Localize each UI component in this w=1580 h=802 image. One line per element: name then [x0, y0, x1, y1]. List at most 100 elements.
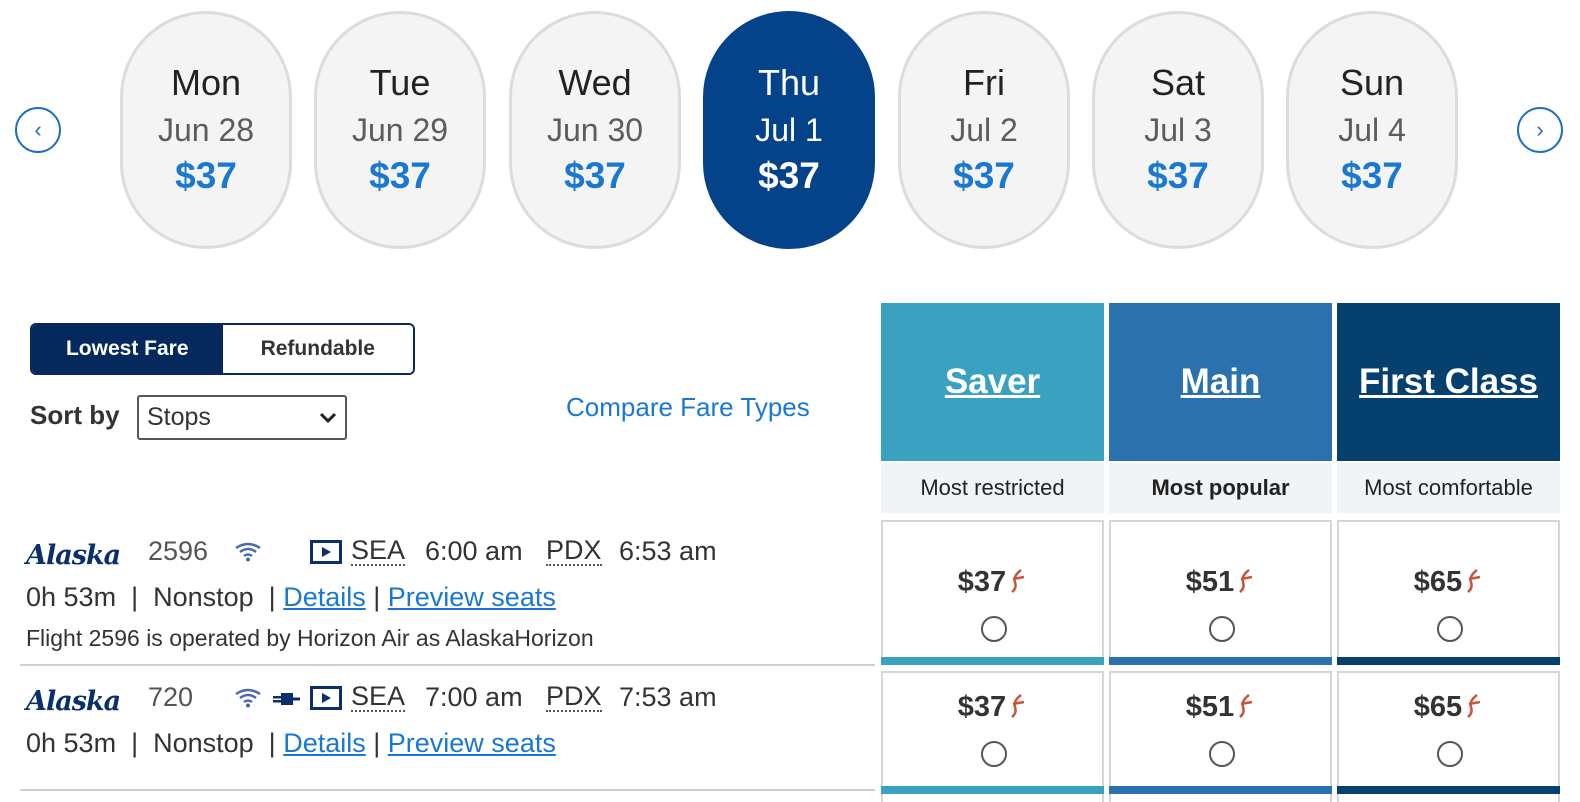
- fare-color-bar: [1109, 786, 1332, 794]
- fare-option-saver[interactable]: $37: [881, 520, 1104, 665]
- date-label: Jun 30: [546, 112, 644, 148]
- operator-note: Flight 2596 is operated by Horizon Air a…: [26, 625, 594, 651]
- date-weekday: Fri: [963, 62, 1005, 103]
- fare-option-first-class[interactable]: $65: [1337, 671, 1560, 802]
- arrival-time: 6:53 am: [619, 536, 717, 566]
- fare-price: $51: [1185, 691, 1235, 723]
- lowest-fare-tab[interactable]: Lowest Fare: [32, 325, 223, 373]
- date-label: Jun 29: [351, 112, 449, 148]
- date-option-jul-4[interactable]: Sun Jul 4 $37: [1286, 11, 1458, 249]
- date-label: Jun 28: [157, 112, 255, 148]
- date-label: Jul 2: [950, 112, 1018, 148]
- refundable-tab[interactable]: Refundable: [222, 325, 413, 373]
- date-price: $37: [564, 155, 626, 196]
- date-weekday: Thu: [757, 62, 821, 103]
- chevron-right-icon: ›: [1536, 117, 1544, 142]
- fare-radio[interactable]: [981, 616, 1007, 642]
- fare-color-bar: [881, 786, 1104, 794]
- date-option-jun-28[interactable]: Mon Jun 28 $37: [120, 11, 292, 249]
- sort-select[interactable]: Stops: [137, 395, 347, 440]
- fare-radio[interactable]: [1437, 616, 1463, 642]
- compare-fare-types-link[interactable]: Compare Fare Types: [566, 392, 810, 422]
- date-weekday: Mon: [170, 62, 242, 103]
- origin-airport[interactable]: SEA: [351, 535, 406, 566]
- fare-price: $65: [1413, 566, 1463, 598]
- airline-logo: Alaska: [26, 686, 121, 717]
- date-price: $37: [1341, 155, 1403, 196]
- fare-header-first-class[interactable]: First Class: [1337, 303, 1560, 461]
- fare-header-saver[interactable]: Saver: [881, 303, 1104, 461]
- fare-price: $51: [1185, 566, 1235, 598]
- departure-time: 7:00 am: [425, 682, 523, 712]
- mileage-plan-icon: [1467, 569, 1481, 593]
- date-option-jun-30[interactable]: Wed Jun 30 $37: [509, 11, 681, 249]
- flight-number: 2596: [148, 536, 209, 566]
- fare-subtitle-first-class: Most comfortable: [1337, 463, 1560, 513]
- fare-price: $65: [1413, 691, 1463, 723]
- tv-icon: [310, 540, 342, 564]
- mileage-plan-icon: [1467, 694, 1481, 718]
- date-price: $37: [175, 155, 237, 196]
- fare-price: $37: [957, 691, 1007, 723]
- destination-airport[interactable]: PDX: [546, 681, 602, 712]
- wifi-icon: [235, 542, 261, 562]
- flight-summary: 0h 53m | Nonstop | Details | Preview sea…: [26, 728, 556, 758]
- origin-airport[interactable]: SEA: [351, 681, 406, 712]
- fare-option-main[interactable]: $51: [1109, 520, 1332, 665]
- mileage-plan-icon: [1011, 694, 1025, 718]
- preview-seats-link[interactable]: Preview seats: [387, 582, 556, 612]
- power-plug-icon: [273, 693, 300, 705]
- mileage-plan-icon: [1011, 569, 1025, 593]
- date-price: $37: [758, 155, 820, 196]
- date-weekday: Wed: [558, 62, 632, 103]
- fare-price: $37: [957, 566, 1007, 598]
- flight-stops: Nonstop: [153, 582, 254, 612]
- arrival-time: 7:53 am: [619, 682, 717, 712]
- flight-row: Alaska 2596 SEA 6:00 am PDX 6:53 am 0h 5…: [20, 530, 875, 666]
- date-weekday: Sun: [1339, 62, 1405, 103]
- date-option-jul-2[interactable]: Fri Jul 2 $37: [898, 11, 1070, 249]
- date-price: $37: [953, 155, 1015, 196]
- date-option-jun-29[interactable]: Tue Jun 29 $37: [314, 11, 486, 249]
- fare-subtitle-main: Most popular: [1109, 463, 1332, 513]
- fare-filter-toggle: Lowest Fare Refundable: [30, 323, 415, 375]
- date-label: Jul 1: [755, 112, 823, 148]
- flight-duration: 0h 53m: [26, 728, 117, 758]
- flight-duration: 0h 53m: [26, 582, 117, 612]
- fare-color-bar: [1337, 657, 1560, 665]
- next-dates-button[interactable]: ›: [1517, 107, 1563, 153]
- preview-seats-link[interactable]: Preview seats: [387, 728, 556, 758]
- fare-radio[interactable]: [1209, 616, 1235, 642]
- flight-stops: Nonstop: [153, 728, 254, 758]
- previous-dates-button[interactable]: ‹: [15, 107, 61, 153]
- sort-select-value: Stops: [147, 403, 211, 431]
- destination-airport[interactable]: PDX: [546, 535, 602, 566]
- fare-option-saver[interactable]: $37: [881, 671, 1104, 802]
- tv-icon: [310, 686, 342, 710]
- date-weekday: Sat: [1150, 62, 1206, 103]
- fare-radio[interactable]: [981, 741, 1007, 767]
- date-option-jul-3[interactable]: Sat Jul 3 $37: [1092, 11, 1264, 249]
- date-option-jul-1[interactable]: Thu Jul 1 $37: [703, 11, 875, 249]
- fare-color-bar: [1337, 786, 1560, 794]
- airline-logo: Alaska: [26, 540, 121, 571]
- date-label: Jul 3: [1144, 112, 1212, 148]
- mileage-plan-icon: [1239, 569, 1253, 593]
- fare-radio[interactable]: [1437, 741, 1463, 767]
- fare-subtitle-saver: Most restricted: [881, 463, 1104, 513]
- chevron-down-icon: [319, 412, 337, 423]
- mileage-plan-icon: [1239, 694, 1253, 718]
- sort-by-label: Sort by: [30, 400, 120, 430]
- date-price: $37: [369, 155, 431, 196]
- fare-color-bar: [1109, 657, 1332, 665]
- fare-option-main[interactable]: $51: [1109, 671, 1332, 802]
- departure-time: 6:00 am: [425, 536, 523, 566]
- flight-row: Alaska 720 SEA 7:00 am PDX 7:53 am 0h 53…: [20, 676, 875, 791]
- details-link[interactable]: Details: [283, 728, 366, 758]
- fare-radio[interactable]: [1209, 741, 1235, 767]
- date-price: $37: [1147, 155, 1209, 196]
- fare-option-first-class[interactable]: $65: [1337, 520, 1560, 665]
- details-link[interactable]: Details: [283, 582, 366, 612]
- fare-color-bar: [881, 657, 1104, 665]
- fare-header-main[interactable]: Main: [1109, 303, 1332, 461]
